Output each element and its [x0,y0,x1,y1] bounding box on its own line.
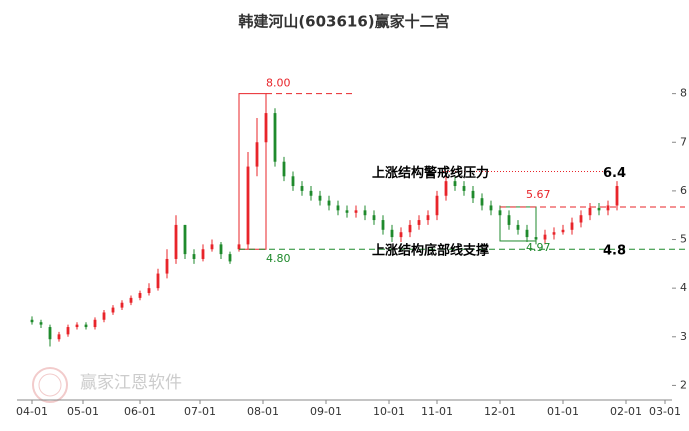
watermark: 赢家江恩软件 [80,373,182,393]
candle-body [507,215,511,225]
y-tick-label: 4 [680,281,687,294]
small-high-label: 5.67 [526,188,551,201]
x-tick-label: 01-01 [547,405,579,418]
candle-body [246,166,250,245]
candle-body [282,161,286,177]
candle-body [516,224,520,230]
candle-body [453,181,457,187]
small-low-label: 4.97 [526,241,551,254]
resistance-value: 6.4 [603,166,626,181]
candle-body [615,186,619,206]
candle-body [210,244,214,250]
candle-body [219,244,223,255]
candle-body [273,113,277,162]
candle-body [120,302,124,308]
candle-body [363,210,367,216]
candle-body [255,142,259,167]
candle-body [111,307,115,313]
candle-body [543,234,547,240]
candle-body [597,207,601,211]
candle-body [570,222,574,230]
candle-body [93,319,97,328]
y-tick-label: 2 [680,378,687,391]
x-tick-label: 09-01 [310,405,342,418]
x-tick-label: 05-01 [67,405,99,418]
candle-body [309,190,313,196]
chart-title: 韩建河山(603616)赢家十二宫 [238,13,449,31]
candle-body [390,229,394,238]
candle-body [165,258,169,274]
x-tick-label: 02-01 [610,405,642,418]
candle-body [48,327,52,340]
candle-body [588,207,592,216]
support-value: 4.8 [603,244,626,259]
candle-body [30,319,34,323]
candle-body [84,324,88,328]
candle-body [489,205,493,211]
watermark-logo [32,367,68,403]
candle-body [66,327,70,335]
x-tick-label: 11-01 [421,405,453,418]
candle-body [228,254,232,262]
x-tick-label: 04-01 [16,405,48,418]
candle-body [480,198,484,206]
candle-body [318,195,322,201]
candle-body [147,288,151,294]
y-tick-label: 6 [680,184,687,197]
x-tick-label: 06-01 [124,405,156,418]
candle-body [192,254,196,259]
candle-body [138,293,142,298]
candle-body [462,186,466,191]
candle-body [426,215,430,221]
candle-body [552,232,556,235]
candle-body [129,297,133,303]
candle-body [354,210,358,213]
candle-body [336,205,340,211]
resistance-text: 上涨结构警戒线压力 [372,165,489,181]
candle-body [201,249,205,259]
y-tick-label: 3 [680,330,687,343]
candle-body [345,210,349,213]
candle-body [174,224,178,259]
candle-body [102,312,106,320]
candle-body [579,215,583,223]
candle-body [156,273,160,289]
candle-body [417,220,421,225]
low-label: 4.80 [266,252,291,265]
range-box [238,93,267,250]
x-tick-label: 08-01 [247,405,279,418]
x-tick-label: 12-01 [484,405,516,418]
x-tick-label: 10-01 [373,405,405,418]
candle-body [408,224,412,233]
candle-body [525,229,529,238]
x-tick-label: 03-01 [649,405,681,418]
high-label: 8.00 [266,77,291,90]
candle-body [183,224,187,255]
y-tick-label: 5 [680,233,687,246]
candle-body [444,181,448,196]
candle-body [327,200,331,206]
candle-body [471,190,475,199]
small-box [499,206,537,242]
candle-body [372,215,376,221]
candle-body [75,324,79,328]
x-tick-label: 07-01 [184,405,216,418]
candle-body [435,195,439,216]
support-text: 上涨结构底部线支撑 [372,243,489,259]
candle-body [399,232,403,238]
candle-body [39,322,43,325]
candle-body [57,334,61,340]
y-tick-label: 8 [680,87,687,100]
candle-body [561,229,565,233]
candle-body [291,176,295,187]
candle-body [381,220,385,230]
y-tick-label: 7 [680,135,687,148]
candle-body [606,205,610,211]
candle-body [300,186,304,191]
